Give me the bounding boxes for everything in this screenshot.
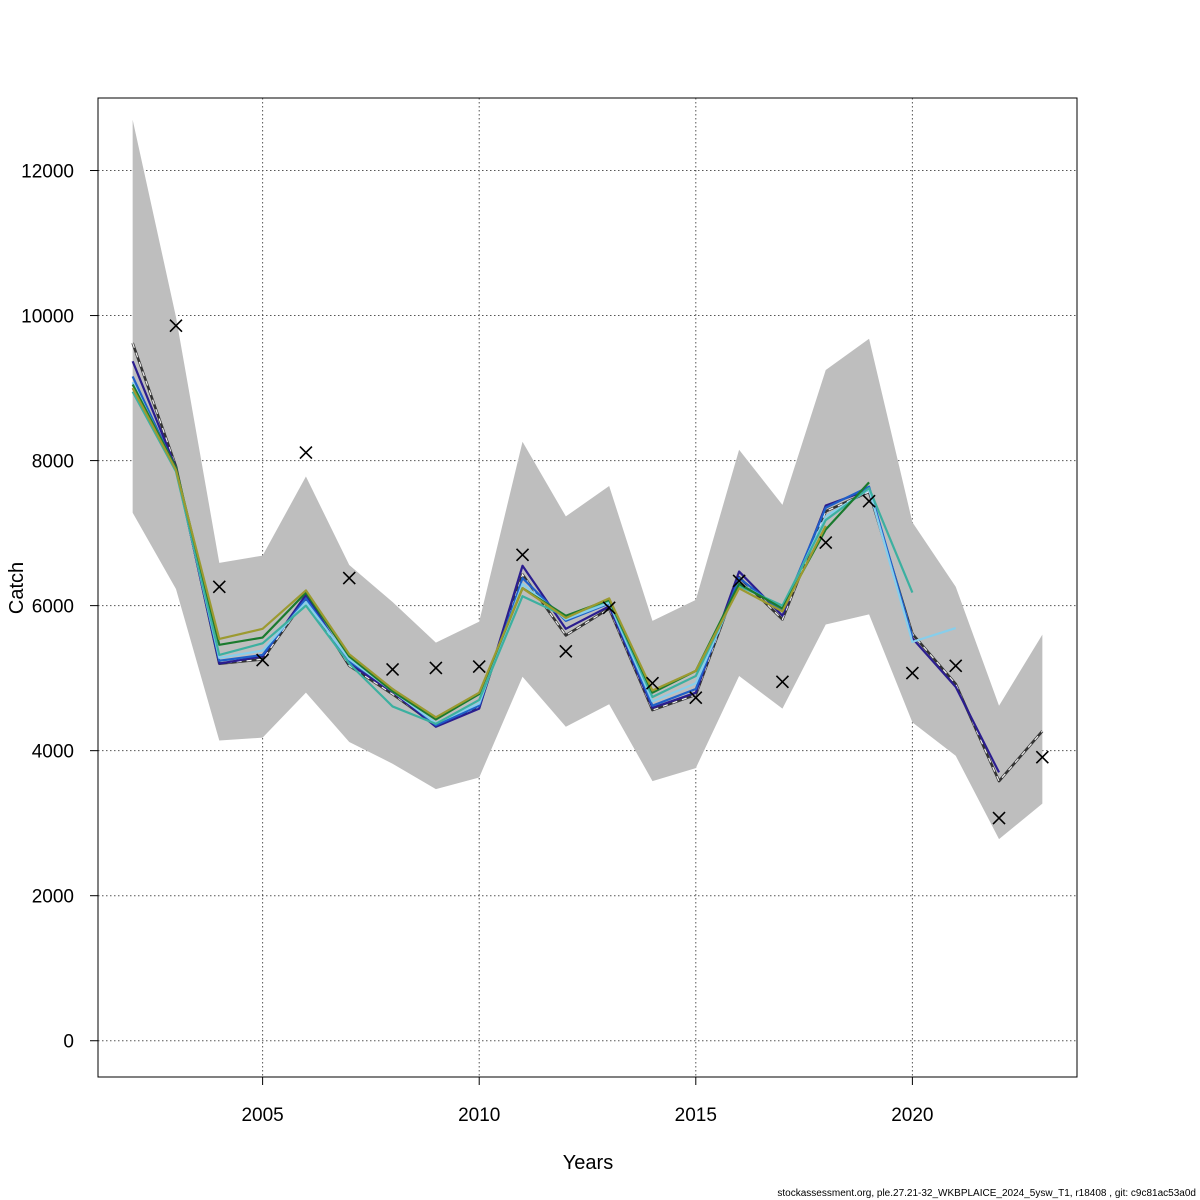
- observed-catch-point: [992, 811, 1006, 825]
- observed-catch-point: [949, 659, 963, 673]
- y-axis-title: Catch: [6, 562, 28, 614]
- y-tick-label: 10000: [21, 307, 74, 328]
- x-tick-label: 2020: [891, 1105, 933, 1126]
- observed-catch-point: [732, 574, 746, 588]
- observed-catch-point: [342, 571, 356, 585]
- y-tick-label: 2000: [32, 887, 74, 908]
- observed-catch-point: [212, 580, 226, 594]
- x-axis-ticks: 2005 2010 2015 2020: [241, 1077, 934, 1126]
- series-line-dash-0: [132, 342, 1043, 783]
- series-lines-layer: [131, 342, 1044, 783]
- y-tick-label: 4000: [32, 742, 74, 763]
- observed-catch-point: [299, 446, 313, 460]
- y-tick-label: 0: [63, 1032, 74, 1053]
- x-tick-label: 2015: [675, 1105, 717, 1126]
- observed-catch-point: [515, 548, 530, 562]
- observed-catch-point: [169, 319, 183, 333]
- observed-catch-markers: [169, 319, 1049, 825]
- observed-catch-point: [819, 535, 833, 550]
- observed-catch-point: [645, 676, 660, 690]
- observed-catch-point: [386, 662, 400, 677]
- y-tick-label: 6000: [32, 597, 74, 618]
- x-tick-label: 2010: [458, 1105, 500, 1126]
- observed-catch-point: [689, 691, 703, 705]
- series-line-4: [131, 391, 914, 725]
- series-line-6: [131, 387, 827, 719]
- observed-catch-point: [862, 494, 876, 508]
- x-axis-title: Years: [563, 1152, 613, 1174]
- observed-catch-point: [429, 661, 443, 675]
- observed-catch-point: [472, 659, 486, 674]
- y-tick-label: 12000: [21, 162, 74, 183]
- footer-note: stockassessment.org, ple.27.21-32_WKBPLA…: [777, 1188, 1196, 1199]
- observed-catch-point: [256, 653, 270, 667]
- observed-catch-point: [602, 601, 616, 615]
- observed-catch-point: [905, 666, 919, 680]
- observed-catch-point: [559, 644, 573, 658]
- confidence-band-layer: [132, 119, 1043, 840]
- observed-catch-point: [1035, 750, 1049, 764]
- x-tick-label: 2005: [241, 1105, 283, 1126]
- y-tick-label: 8000: [32, 452, 74, 473]
- observed-catch-point: [775, 675, 789, 689]
- confidence-band: [132, 119, 1043, 840]
- plot-frame: [97, 97, 1078, 1078]
- y-axis-ticks: 0 2000 4000 6000 8000 10000 12000: [21, 162, 98, 1053]
